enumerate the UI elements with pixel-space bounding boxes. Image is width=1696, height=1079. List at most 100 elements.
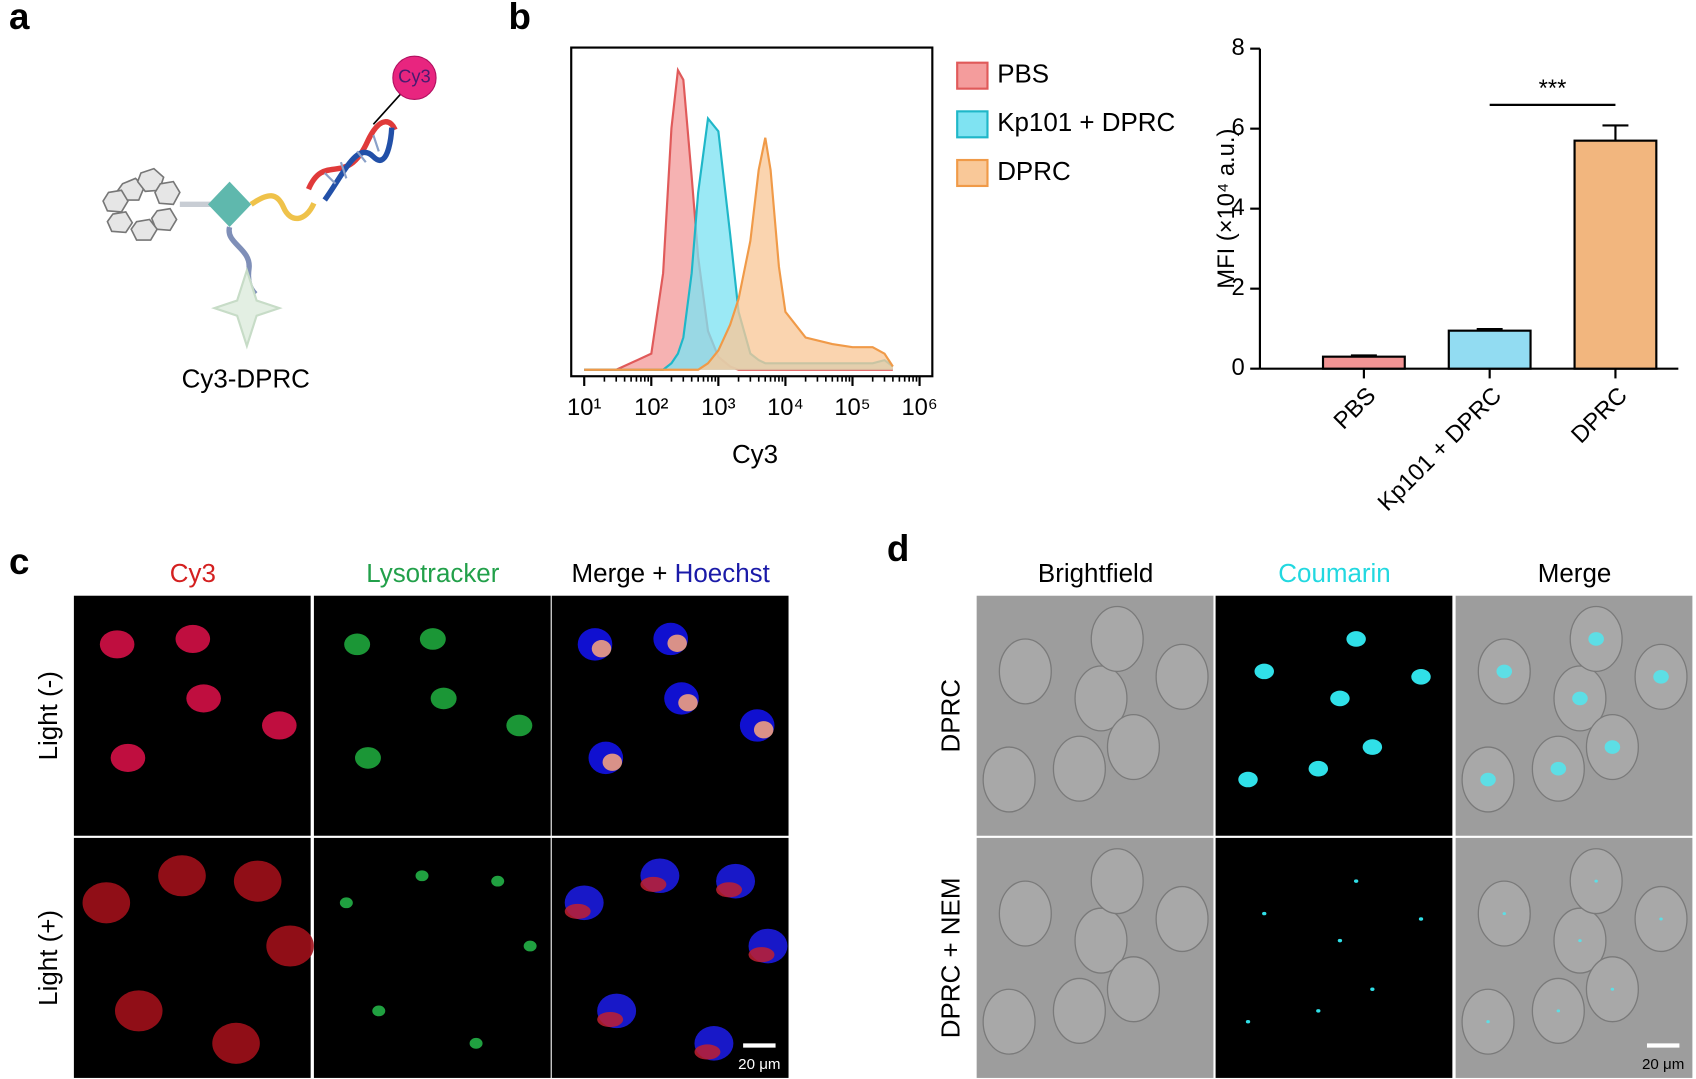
cell-signal xyxy=(1550,761,1567,776)
cell-signal xyxy=(344,633,371,656)
header-part: Lysotracker xyxy=(366,560,499,588)
x-tick-label: 10¹ xyxy=(567,394,601,421)
cell-signal xyxy=(233,860,282,902)
cell-outline xyxy=(1074,907,1128,974)
cell-signal xyxy=(1604,740,1621,754)
cell-signal xyxy=(212,1022,260,1064)
cell-signal xyxy=(1594,879,1598,883)
panel-label: d xyxy=(887,528,909,569)
cell-signal xyxy=(469,1037,483,1049)
x-tick-label: 10⁵ xyxy=(834,394,870,421)
row-label: Light (+) xyxy=(35,910,63,1006)
cell-signal xyxy=(110,743,146,772)
cell-signal xyxy=(1362,739,1383,755)
header-part: Coumarin xyxy=(1278,560,1390,588)
legend-swatch xyxy=(956,61,989,90)
cell-signal xyxy=(523,940,537,952)
cell-outline xyxy=(1155,885,1209,953)
cell-signal xyxy=(1330,690,1350,707)
cell-signal xyxy=(1316,1009,1321,1013)
y-tick-label: 4 xyxy=(1232,194,1245,221)
cell-signal xyxy=(491,875,505,887)
cell-outline xyxy=(982,746,1036,813)
cell-signal xyxy=(1588,632,1604,646)
panel-label: a xyxy=(9,0,30,37)
column-header: Merge + Hoechst xyxy=(572,560,771,588)
column-header: Lysotracker xyxy=(366,560,499,588)
cell-signal xyxy=(602,753,623,771)
cell-signal xyxy=(1480,772,1496,787)
cell-signal xyxy=(186,684,221,713)
cell-signal xyxy=(354,747,381,769)
cell-outline xyxy=(998,880,1052,947)
cell-signal xyxy=(99,630,135,659)
cell-signal xyxy=(114,990,163,1032)
bar xyxy=(1573,139,1658,370)
cell-signal xyxy=(175,624,211,654)
scale-bar-label: 20 μm xyxy=(1642,1056,1684,1073)
cell-signal xyxy=(1238,771,1258,788)
x-tick-label: 10³ xyxy=(701,394,735,421)
area-line xyxy=(584,137,894,371)
cell-signal xyxy=(591,640,612,658)
cell-signal xyxy=(430,687,457,710)
cell-signal xyxy=(262,711,297,740)
y-tick-label: 8 xyxy=(1232,34,1245,61)
molecule-caption: Cy3-DPRC xyxy=(182,365,310,393)
cell-outline xyxy=(1106,956,1161,1023)
cell-signal xyxy=(158,855,206,897)
cell-signal xyxy=(1572,691,1588,706)
cell-signal xyxy=(678,694,698,712)
x-axis-label: Cy3 xyxy=(732,441,778,469)
cell-signal xyxy=(82,882,131,924)
legend-label: DPRC xyxy=(997,158,1071,186)
cell-outline xyxy=(1106,713,1161,781)
legend-label: PBS xyxy=(997,61,1049,89)
x-tick-label: 10⁴ xyxy=(767,394,804,421)
cell-signal xyxy=(1353,879,1359,883)
x-tick-label: Kp101 + DPRC xyxy=(1373,382,1507,516)
cell-outline xyxy=(1074,665,1128,732)
cell-signal xyxy=(1556,1009,1561,1013)
cell-outline xyxy=(998,638,1052,705)
column-header: Brightfield xyxy=(1038,560,1153,588)
cell-signal xyxy=(667,634,687,652)
x-tick-label: PBS xyxy=(1329,382,1382,435)
cell-outline xyxy=(1155,643,1209,710)
bar xyxy=(1321,355,1406,370)
x-tick-label: 10⁶ xyxy=(901,394,937,421)
column-header: Merge xyxy=(1538,560,1612,588)
y-axis-label: MFI (×10⁴ a.u.) xyxy=(1213,129,1240,289)
row-label: Light (-) xyxy=(35,671,63,760)
cell-outline xyxy=(1090,605,1144,673)
cell-signal xyxy=(1502,912,1506,916)
cell-signal xyxy=(694,1044,721,1060)
y-tick-label: 2 xyxy=(1232,274,1245,301)
scale-bar-label: 20 μm xyxy=(738,1056,780,1073)
panel-label: b xyxy=(509,0,531,37)
micrograph xyxy=(1215,595,1453,836)
micrographs xyxy=(73,595,1693,1078)
cell-signal xyxy=(372,1005,386,1017)
x-tick-label: 10² xyxy=(634,394,668,421)
legend-swatch xyxy=(956,158,989,188)
header-part: Brightfield xyxy=(1038,560,1153,588)
area-fill xyxy=(584,70,893,370)
cell-signal xyxy=(564,903,591,919)
cell-signal xyxy=(415,870,429,882)
cell-signal xyxy=(753,721,774,739)
cell-signal xyxy=(339,897,353,909)
cell-signal xyxy=(597,1011,624,1028)
cell-signal xyxy=(640,876,667,892)
header-part: Cy3 xyxy=(170,560,216,588)
cell-outline xyxy=(982,988,1036,1055)
area-fill xyxy=(584,137,893,370)
cell-signal xyxy=(1653,669,1669,684)
cell-signal xyxy=(506,714,533,737)
micrograph xyxy=(313,837,551,1078)
header-part: Merge xyxy=(1538,560,1612,588)
cell-signal xyxy=(1245,1019,1251,1024)
header-part: Hoechst xyxy=(675,560,771,588)
